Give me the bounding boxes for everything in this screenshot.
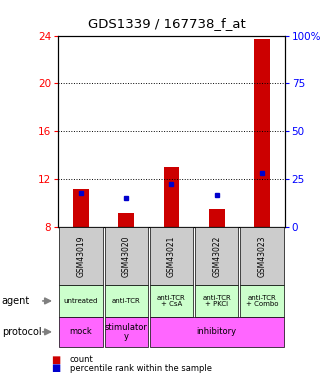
- Text: anti-TCR
+ PKCi: anti-TCR + PKCi: [202, 295, 231, 307]
- Text: mock: mock: [70, 327, 92, 336]
- Text: GSM43023: GSM43023: [257, 235, 267, 277]
- Bar: [73, 189, 89, 227]
- Text: GSM43019: GSM43019: [76, 235, 86, 277]
- Text: inhibitory: inhibitory: [197, 327, 237, 336]
- Text: ■: ■: [52, 355, 61, 365]
- Bar: [118, 213, 134, 227]
- Text: ■: ■: [52, 363, 61, 373]
- Text: GDS1339 / 167738_f_at: GDS1339 / 167738_f_at: [88, 17, 245, 30]
- Text: agent: agent: [2, 296, 30, 306]
- Text: anti-TCR
+ CsA: anti-TCR + CsA: [157, 295, 186, 307]
- Text: stimulator
y: stimulator y: [105, 322, 148, 341]
- Text: anti-TCR: anti-TCR: [112, 298, 141, 304]
- Text: protocol: protocol: [2, 327, 41, 337]
- Bar: [209, 209, 225, 227]
- Text: anti-TCR
+ Combo: anti-TCR + Combo: [246, 295, 278, 307]
- Text: untreated: untreated: [64, 298, 98, 304]
- Bar: [254, 39, 270, 227]
- Text: GSM43020: GSM43020: [122, 235, 131, 277]
- Text: GSM43022: GSM43022: [212, 235, 221, 277]
- Text: count: count: [70, 356, 94, 364]
- Bar: [164, 167, 179, 227]
- Text: GSM43021: GSM43021: [167, 235, 176, 277]
- Text: percentile rank within the sample: percentile rank within the sample: [70, 364, 212, 373]
